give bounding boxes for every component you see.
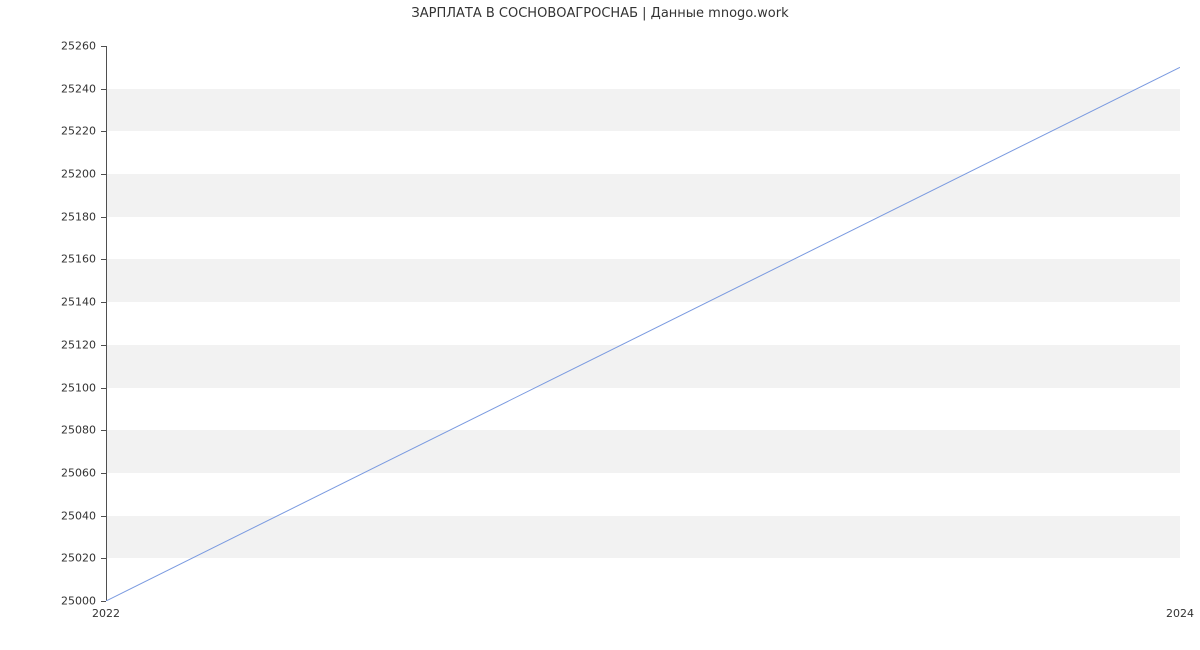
- y-tick-label: 25220: [61, 125, 96, 138]
- plot-area: 2500025020250402506025080251002512025140…: [106, 46, 1180, 601]
- y-tick-label: 25080: [61, 424, 96, 437]
- x-tick-label: 2024: [1166, 607, 1194, 620]
- y-tick-label: 25000: [61, 595, 96, 608]
- y-tick-mark: [101, 601, 106, 602]
- series-layer: [106, 46, 1180, 601]
- line-chart: ЗАРПЛАТА В СОСНОВОАГРОСНАБ | Данные mnog…: [0, 0, 1200, 650]
- y-tick-label: 25240: [61, 82, 96, 95]
- y-tick-label: 25180: [61, 210, 96, 223]
- y-tick-label: 25020: [61, 552, 96, 565]
- y-tick-label: 25200: [61, 168, 96, 181]
- y-tick-label: 25260: [61, 40, 96, 53]
- x-tick-label: 2022: [92, 607, 120, 620]
- y-tick-label: 25160: [61, 253, 96, 266]
- y-tick-label: 25060: [61, 466, 96, 479]
- y-tick-label: 25100: [61, 381, 96, 394]
- chart-title: ЗАРПЛАТА В СОСНОВОАГРОСНАБ | Данные mnog…: [0, 6, 1200, 21]
- y-tick-label: 25040: [61, 509, 96, 522]
- y-tick-label: 25140: [61, 296, 96, 309]
- y-tick-label: 25120: [61, 338, 96, 351]
- series-line: [106, 67, 1180, 601]
